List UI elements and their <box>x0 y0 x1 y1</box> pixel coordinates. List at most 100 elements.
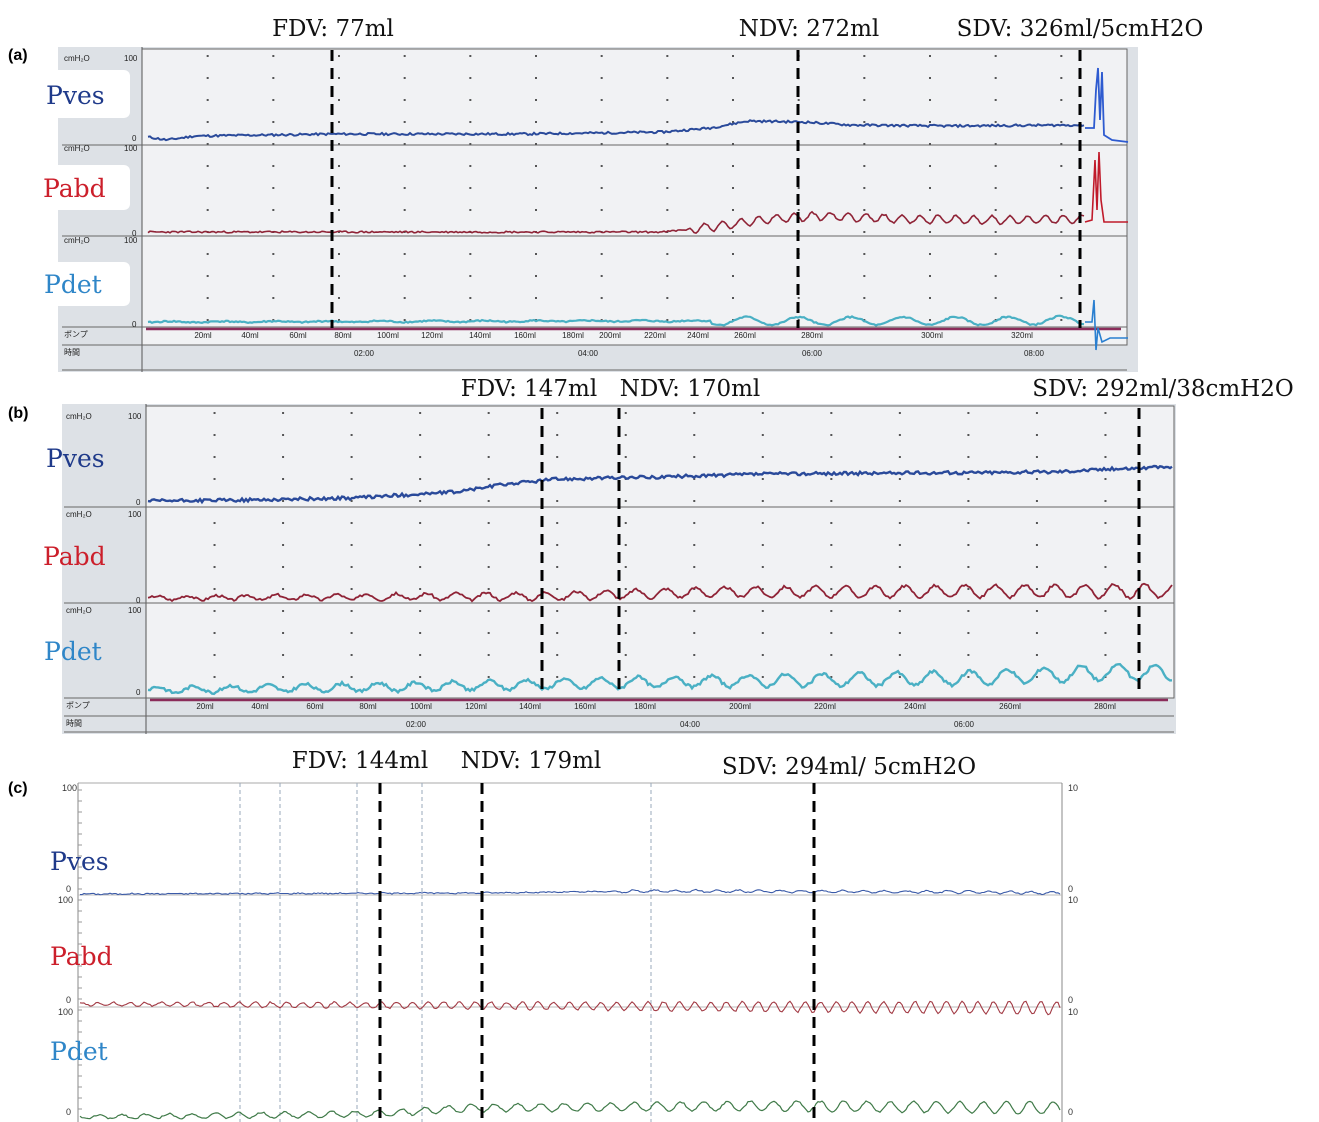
panel-letter: (c) <box>8 780 28 797</box>
pabd-trace <box>79 1000 1061 1016</box>
volume-tick-label: 100ml <box>410 702 432 711</box>
channel-label-box <box>30 70 130 118</box>
channel-label: Pdet <box>44 637 102 666</box>
event-marker-label: FDV: 77ml <box>272 16 394 42</box>
panel-letter: (a) <box>8 47 28 64</box>
axis-zero-label: 0 <box>132 134 137 143</box>
pves-trace <box>80 888 1061 896</box>
channel-label: Pabd <box>43 174 106 203</box>
volume-tick-label: 180ml <box>634 702 656 711</box>
volume-tick-label: 20ml <box>194 331 212 340</box>
time-tick-label: 06:00 <box>954 720 975 729</box>
pabd-trace <box>147 582 1173 603</box>
volume-tick-label: 140ml <box>469 331 491 340</box>
time-tick-label: 04:00 <box>578 349 599 358</box>
pdet-trace <box>79 1100 1061 1120</box>
volume-tick-label: 220ml <box>814 702 836 711</box>
volume-tick-label: 220ml <box>644 331 666 340</box>
axis-zero-label: 0 <box>136 498 141 507</box>
channel-label: Pves <box>46 444 105 473</box>
panel-letter: (b) <box>8 405 28 422</box>
left-axis-label: 0 <box>66 995 71 1005</box>
volume-tick-label: 260ml <box>734 331 756 340</box>
event-marker-label: NDV: 272ml <box>739 16 880 42</box>
volume-tick-label: 180ml <box>562 331 584 340</box>
channel-label-box <box>30 262 130 306</box>
axis-unit-label: cmH₂O <box>64 236 90 245</box>
axis-unit-label: cmH₂O <box>64 144 90 153</box>
volume-tick-label: 200ml <box>599 331 621 340</box>
right-axis-label: 10 <box>1068 895 1078 905</box>
volume-tick-label: 160ml <box>574 702 596 711</box>
axis-max-label: 100 <box>128 510 142 519</box>
volume-tick-label: 120ml <box>421 331 443 340</box>
channel-label: Pdet <box>44 270 102 299</box>
volume-tick-label: 100ml <box>377 331 399 340</box>
event-marker-label: FDV: 147ml <box>461 376 597 402</box>
channel-label: Pves <box>50 847 109 876</box>
time-tick-label: 02:00 <box>406 720 427 729</box>
channel-label: Pabd <box>50 942 113 971</box>
axis-zero-label: 0 <box>132 320 137 329</box>
pump-row-label: ポンプ <box>64 330 88 339</box>
volume-tick-label: 280ml <box>1094 702 1116 711</box>
event-marker-label: SDV: 294ml/ 5cmH2O <box>722 754 976 780</box>
volume-tick-label: 60ml <box>289 331 307 340</box>
axis-unit-label: cmH₂O <box>66 510 92 519</box>
plot-area <box>141 48 1128 346</box>
time-tick-label: 08:00 <box>1024 349 1045 358</box>
left-axis-label: 100 <box>58 1007 73 1017</box>
volume-tick-label: 60ml <box>306 702 324 711</box>
event-marker-label: FDV: 144ml <box>292 748 428 774</box>
time-row-label: 時間 <box>66 719 82 728</box>
channel-label-box <box>30 165 130 210</box>
time-tick-label: 06:00 <box>802 349 823 358</box>
channel-label: Pves <box>46 81 105 110</box>
axis-max-label: 100 <box>124 54 138 63</box>
event-marker-label: NDV: 170ml <box>620 376 761 402</box>
left-axis-label: 100 <box>62 783 77 793</box>
event-marker-label: SDV: 292ml/38cmH2O <box>1032 376 1293 402</box>
volume-tick-label: 120ml <box>465 702 487 711</box>
axis-unit-label: cmH₂O <box>66 606 92 615</box>
volume-tick-label: 40ml <box>251 702 269 711</box>
axis-zero-label: 0 <box>132 229 137 238</box>
volume-tick-label: 240ml <box>687 331 709 340</box>
pdet-spike <box>1085 299 1128 351</box>
axis-max-label: 100 <box>124 144 138 153</box>
channel-label: Pdet <box>50 1037 108 1066</box>
left-axis-label: 0 <box>66 884 71 894</box>
axis-unit-label: cmH₂O <box>64 54 90 63</box>
pump-row-label: ポンプ <box>66 701 90 710</box>
event-marker-label: NDV: 179ml <box>461 748 602 774</box>
axis-max-label: 100 <box>128 412 142 421</box>
right-axis-label: 0 <box>1068 884 1073 894</box>
volume-tick-label: 20ml <box>196 702 214 711</box>
right-axis-label: 10 <box>1068 1007 1078 1017</box>
volume-tick-label: 260ml <box>999 702 1021 711</box>
volume-tick-label: 240ml <box>904 702 926 711</box>
time-tick-label: 04:00 <box>680 720 701 729</box>
volume-tick-label: 300ml <box>921 331 943 340</box>
axis-zero-label: 0 <box>136 688 141 697</box>
axis-zero-label: 0 <box>136 596 141 605</box>
pdet-trace <box>147 662 1173 696</box>
volume-tick-label: 320ml <box>1011 331 1033 340</box>
pves-trace <box>147 464 1173 505</box>
event-marker-label: SDV: 326ml/5cmH2O <box>957 16 1204 42</box>
volume-tick-label: 200ml <box>729 702 751 711</box>
pves-trace <box>147 119 1085 142</box>
right-axis-label: 10 <box>1068 783 1078 793</box>
left-axis-label: 0 <box>66 1107 71 1117</box>
right-axis-label: 0 <box>1068 995 1073 1005</box>
pdet-trace <box>147 314 1085 327</box>
time-row-label: 時間 <box>64 348 80 357</box>
volume-tick-label: 160ml <box>514 331 536 340</box>
axis-max-label: 100 <box>128 606 142 615</box>
volume-tick-label: 40ml <box>241 331 259 340</box>
right-axis-label: 0 <box>1068 1107 1073 1117</box>
pves-spike <box>1085 67 1129 143</box>
